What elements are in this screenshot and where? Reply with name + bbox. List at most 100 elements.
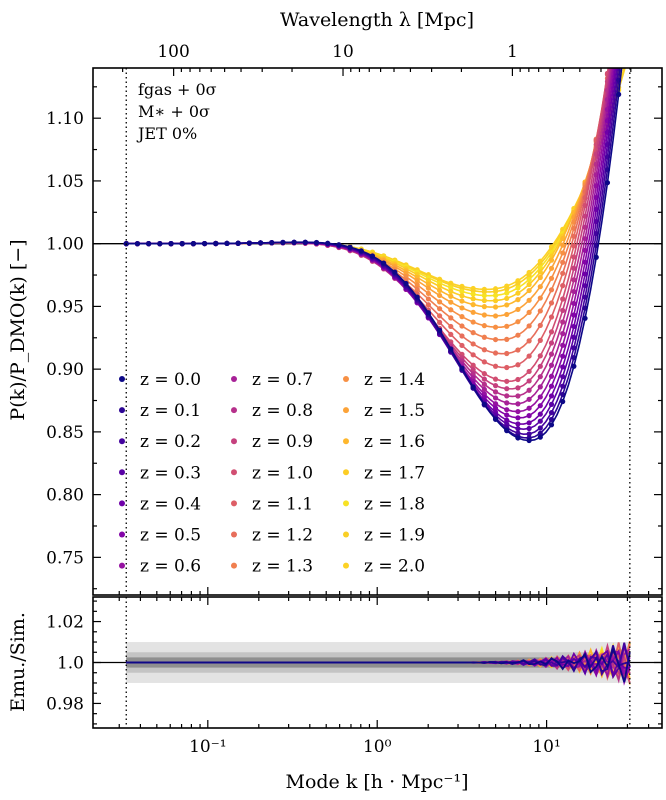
series-point-1.2: [481, 347, 487, 353]
series-point-0.1: [548, 416, 555, 423]
legend-marker-0.1: [119, 407, 125, 414]
legend-marker-0.3: [119, 469, 125, 476]
series-point-1.6: [425, 281, 432, 287]
series-point-1.5: [548, 265, 555, 271]
series-point-1.2: [616, 7, 621, 12]
legend-label-0.9: z = 0.9: [252, 432, 313, 452]
series-point-1.3: [436, 306, 443, 312]
series-point-1.5: [425, 285, 432, 291]
series-point-1: [571, 254, 577, 260]
series-point-1.5: [470, 309, 476, 315]
series-point-1.2: [425, 302, 432, 308]
series-point-0.7: [481, 386, 487, 392]
series-point-0.8: [560, 319, 566, 325]
legend-marker-1.1: [231, 500, 237, 507]
series-point-1.4: [504, 323, 510, 329]
series-point-0.9: [504, 386, 510, 392]
series-point-0.7: [515, 401, 521, 407]
series-point-0.4: [504, 417, 510, 423]
series-point-0.7: [616, 10, 621, 15]
series-point-0.6: [537, 394, 543, 400]
series-point-0.9: [548, 340, 555, 346]
series-point-0.2: [560, 383, 566, 389]
main-y-tick-label-0.85: 0.85: [46, 423, 84, 443]
series-point-0.1: [537, 430, 543, 436]
series-point-0.4: [616, 39, 621, 44]
series-point-0: [347, 244, 353, 250]
x-tick-label-0.1: 10⁻¹: [189, 737, 226, 757]
series-point-1.5: [537, 284, 543, 290]
series-point-0: [459, 365, 465, 371]
series-point-0: [448, 346, 454, 352]
series-point-0.5: [526, 413, 532, 419]
series-point-1.6: [616, 58, 621, 63]
legend-marker-1.4: [343, 376, 349, 382]
legend-marker-1.9: [343, 531, 349, 538]
series-point-0.4: [560, 364, 566, 370]
series-point-0.8: [616, 2, 621, 7]
series-point-1.5: [481, 312, 487, 318]
legend-marker-1.2: [231, 531, 237, 538]
series-point-0.3: [526, 425, 532, 432]
series-point-0.7: [571, 288, 577, 295]
series-point-1.9: [504, 286, 510, 292]
legend-label-1.3: z = 1.3: [252, 557, 313, 577]
series-point-0.3: [560, 374, 566, 380]
series-point-0.5: [548, 383, 555, 389]
series-point-1.6: [448, 293, 454, 299]
series-point-1.3: [470, 330, 476, 336]
series-point-0: [269, 240, 275, 246]
legend-label-0: z = 0.0: [140, 370, 201, 390]
series-z=0.0: [123, 68, 623, 444]
series-point-1.1: [448, 331, 454, 338]
series-point-0.6: [560, 342, 566, 348]
series-point-1.1: [481, 359, 487, 365]
series-point-1.7: [436, 283, 443, 289]
series-point-0.8: [481, 381, 487, 387]
axis-ticks: [93, 68, 662, 728]
series-point-0.4: [526, 420, 532, 426]
series-point-1.9: [481, 289, 487, 295]
series-point-0.7: [526, 396, 532, 402]
top-axis-title: Wavelength λ [Mpc]: [280, 9, 474, 31]
series-point-1.1: [560, 283, 566, 289]
ratio-y-tick-label-1.02: 1.02: [46, 613, 84, 633]
series-point-1.5: [448, 299, 454, 305]
main-y-tick-label-1.00: 1.00: [46, 235, 84, 255]
series-point-1.7: [481, 297, 487, 304]
series-point-0: [582, 315, 588, 321]
series-point-1.9: [515, 281, 521, 287]
series-point-1.9: [492, 288, 499, 295]
legend-marker-1.3: [231, 562, 237, 569]
series-point-0: [470, 384, 476, 390]
series-point-1.5: [526, 297, 532, 303]
series-point-1.3: [504, 336, 510, 342]
series-point-1.1: [492, 363, 499, 369]
legend-label-1.7: z = 1.7: [364, 463, 425, 483]
series-point-1.5: [504, 311, 510, 318]
legend-label-1.1: z = 1.1: [252, 494, 313, 514]
series-point-1.6: [537, 274, 543, 281]
series-point-1.9: [627, 44, 632, 49]
ratio-panel-series: [126, 641, 631, 686]
series-point-0: [604, 180, 611, 186]
series-point-1.4: [448, 307, 454, 313]
series-point-0.8: [548, 351, 555, 357]
series-point-0: [235, 240, 241, 246]
ratio-y-tick-label-1.0: 1.0: [57, 654, 84, 674]
series-point-1.6: [526, 287, 532, 294]
legend-label-1.4: z = 1.4: [364, 370, 425, 390]
series-point-0: [504, 428, 510, 434]
series-point-0.9: [571, 265, 577, 271]
series-point-1.2: [548, 300, 555, 306]
legend-marker-0.6: [119, 562, 125, 569]
series-point-1.4: [425, 290, 432, 297]
top-tick-label-100: 100: [157, 42, 189, 62]
series-point-1.6: [481, 304, 487, 310]
series-point-1.1: [537, 337, 543, 343]
series-point-1.6: [459, 298, 465, 304]
series-point-1.6: [515, 297, 521, 303]
series-point-1.2: [492, 350, 499, 356]
series-point-1.5: [492, 313, 499, 319]
